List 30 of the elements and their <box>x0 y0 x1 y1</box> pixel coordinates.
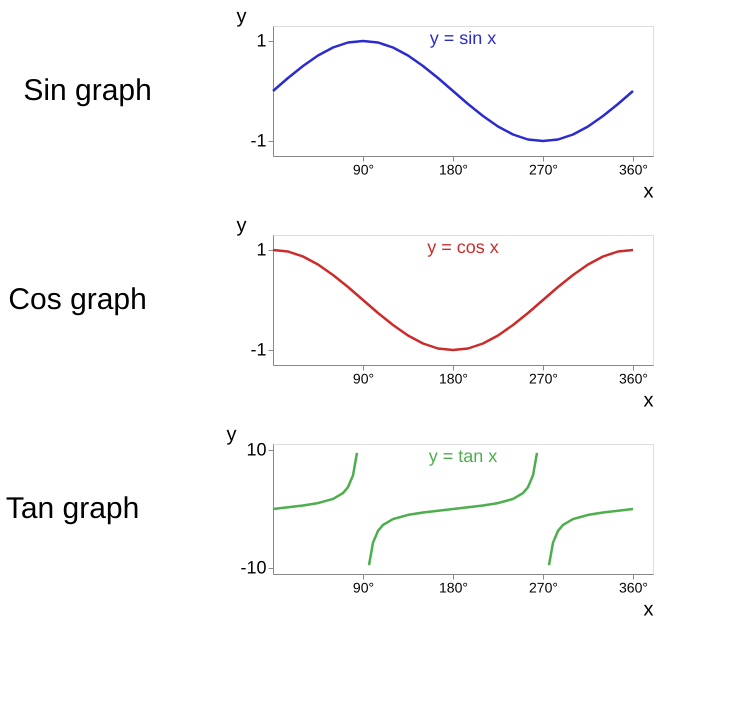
text: Tan graph <box>6 492 140 525</box>
x-tick-label: 180° <box>439 580 468 596</box>
x-tick-label: 90° <box>352 370 374 386</box>
text: Cos graph <box>8 283 147 316</box>
y-tick-label: -1 <box>250 340 266 360</box>
text: y = cos x <box>427 237 499 257</box>
x-tick-label: 270° <box>529 370 558 386</box>
x-tick-label: 90° <box>352 580 374 596</box>
y-tick-label: -10 <box>240 558 266 578</box>
y-axis-title: y <box>236 214 246 236</box>
x-tick-label: 180° <box>439 370 468 386</box>
series-label: y = sin x <box>430 28 496 48</box>
x-axis-title: x <box>644 598 654 620</box>
x-axis-title: x <box>644 180 654 202</box>
y-axis-title: y <box>236 6 246 28</box>
x-tick-label: 270° <box>529 162 558 178</box>
y-tick-label: -1 <box>250 130 266 150</box>
x-tick-label: 360° <box>619 370 648 386</box>
y-tick-label: 1 <box>256 30 266 50</box>
x-tick-label: 360° <box>619 580 648 596</box>
x-tick-label: 360° <box>619 162 648 178</box>
x-tick-label: 180° <box>439 162 468 178</box>
y-axis-title: y <box>226 424 236 446</box>
x-axis-title: x <box>644 390 654 412</box>
y-tick-label: 1 <box>256 240 266 260</box>
y-tick-label: 10 <box>246 439 266 460</box>
series-label: y = tan x <box>428 446 498 466</box>
x-tick-label: 90° <box>352 162 374 178</box>
text: Sin graph <box>23 74 152 107</box>
x-tick-label: 270° <box>529 580 558 596</box>
